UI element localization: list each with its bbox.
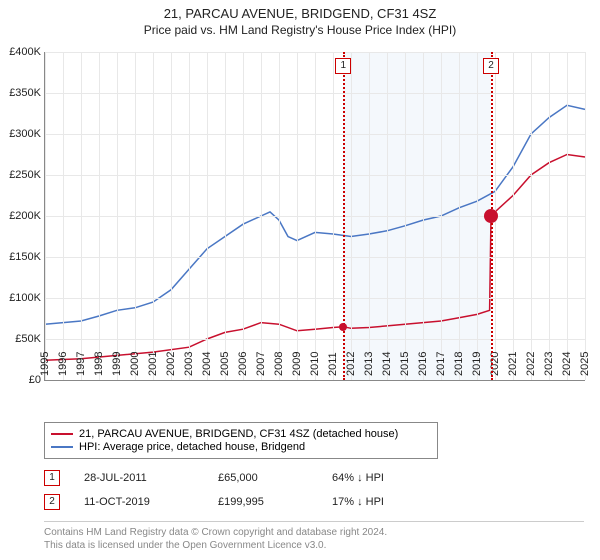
legend-label: HPI: Average price, detached house, Brid… [79,441,305,453]
x-tick-label: 2000 [129,352,141,380]
y-tick-label: £350K [9,87,45,99]
footer-line1: Contains HM Land Registry data © Crown c… [44,526,584,539]
x-tick-label: 1998 [93,352,105,380]
x-tick-label: 2011 [327,352,339,380]
x-tick-label: 2016 [417,352,429,380]
marker-box: 1 [44,470,60,486]
plot-area: £0£50K£100K£150K£200K£250K£300K£350K£400… [44,52,585,381]
x-tick-label: 2003 [183,352,195,380]
x-tick-label: 2005 [219,352,231,380]
sale-price: £65,000 [218,472,308,484]
x-tick-label: 2024 [561,352,573,380]
x-tick-label: 2014 [381,352,393,380]
footer-line2: This data is licensed under the Open Gov… [44,539,584,552]
legend: 21, PARCAU AVENUE, BRIDGEND, CF31 4SZ (d… [44,422,438,459]
y-tick-label: £50K [15,333,45,345]
x-tick-label: 1995 [39,352,51,380]
title-block: 21, PARCAU AVENUE, BRIDGEND, CF31 4SZ Pr… [0,0,600,37]
x-tick-label: 2025 [579,352,591,380]
x-tick-label: 2021 [507,352,519,380]
title-line2: Price paid vs. HM Land Registry's House … [0,23,600,37]
x-tick-label: 2007 [255,352,267,380]
x-tick-label: 2013 [363,352,375,380]
x-tick-label: 2009 [291,352,303,380]
y-tick-label: £150K [9,251,45,263]
y-tick-label: £400K [9,46,45,58]
x-tick-label: 1996 [57,352,69,380]
x-tick-label: 2004 [201,352,213,380]
marker-box: 1 [335,58,351,74]
x-tick-label: 1999 [111,352,123,380]
legend-row: 21, PARCAU AVENUE, BRIDGEND, CF31 4SZ (d… [51,428,431,440]
x-tick-label: 1997 [75,352,87,380]
legend-label: 21, PARCAU AVENUE, BRIDGEND, CF31 4SZ (d… [79,428,398,440]
y-tick-label: £200K [9,210,45,222]
x-tick-label: 2002 [165,352,177,380]
x-tick-label: 2010 [309,352,321,380]
sale-delta: 64% ↓ HPI [332,472,384,484]
table-row: 2 11-OCT-2019 £199,995 17% ↓ HPI [44,490,584,514]
title-line1: 21, PARCAU AVENUE, BRIDGEND, CF31 4SZ [0,6,600,21]
x-tick-label: 2023 [543,352,555,380]
x-tick-label: 2017 [435,352,447,380]
marker-box: 2 [44,494,60,510]
x-tick-label: 2001 [147,352,159,380]
footer: Contains HM Land Registry data © Crown c… [44,521,584,552]
sale-date: 28-JUL-2011 [84,472,194,484]
x-tick-label: 2012 [345,352,357,380]
x-tick-label: 2022 [525,352,537,380]
legend-swatch [51,433,73,435]
x-tick-label: 2008 [273,352,285,380]
sales-table: 1 28-JUL-2011 £65,000 64% ↓ HPI 2 11-OCT… [44,466,584,514]
table-row: 1 28-JUL-2011 £65,000 64% ↓ HPI [44,466,584,490]
legend-row: HPI: Average price, detached house, Brid… [51,441,431,453]
sale-price: £199,995 [218,496,308,508]
y-tick-label: £250K [9,169,45,181]
y-tick-label: £100K [9,292,45,304]
x-tick-label: 2015 [399,352,411,380]
sale-date: 11-OCT-2019 [84,496,194,508]
y-tick-label: £300K [9,128,45,140]
x-tick-label: 2018 [453,352,465,380]
sale-dot [484,209,498,223]
x-tick-label: 2006 [237,352,249,380]
legend-swatch [51,446,73,448]
chart-container: 21, PARCAU AVENUE, BRIDGEND, CF31 4SZ Pr… [0,0,600,560]
sale-dot [339,323,347,331]
sale-delta: 17% ↓ HPI [332,496,384,508]
x-tick-label: 2019 [471,352,483,380]
marker-box: 2 [483,58,499,74]
